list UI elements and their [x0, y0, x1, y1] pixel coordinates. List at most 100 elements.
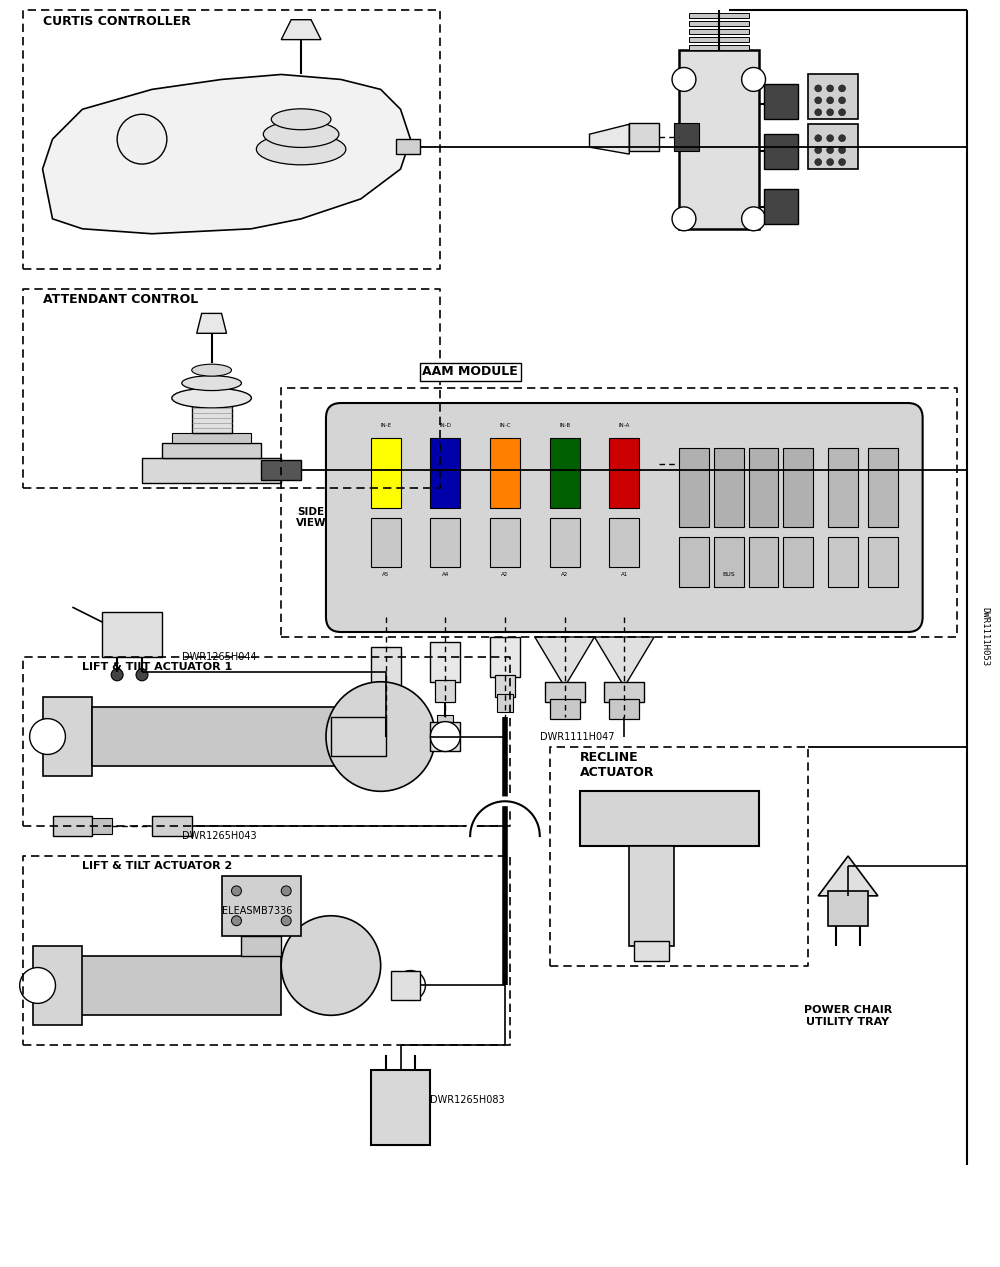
Circle shape [839, 147, 846, 153]
Bar [497, 694, 513, 712]
Bar [689, 20, 749, 25]
Bar [102, 612, 162, 656]
Bar [142, 457, 281, 483]
Circle shape [827, 96, 834, 104]
Polygon shape [818, 856, 878, 896]
Circle shape [430, 722, 460, 751]
Bar [764, 134, 798, 169]
Bar [714, 447, 744, 527]
Bar [490, 438, 520, 508]
Polygon shape [590, 452, 629, 483]
Ellipse shape [182, 375, 241, 390]
Text: A4: A4 [442, 573, 449, 578]
Bar [609, 698, 639, 718]
Bar [396, 139, 420, 155]
Bar [609, 517, 639, 568]
Bar [545, 682, 585, 702]
Bar [764, 85, 798, 119]
Bar [430, 438, 460, 508]
Circle shape [815, 109, 822, 115]
Bar [241, 935, 281, 955]
Circle shape [815, 85, 822, 92]
Text: IN-D: IN-D [439, 423, 451, 428]
Circle shape [827, 147, 834, 153]
Text: LIFT & TILT ACTUATOR 2: LIFT & TILT ACTUATOR 2 [82, 862, 233, 870]
Text: ELEASMB7336: ELEASMB7336 [222, 906, 292, 916]
Bar [634, 940, 669, 960]
Text: LIFT & TILT ACTUATOR 1: LIFT & TILT ACTUATOR 1 [82, 661, 233, 672]
Bar [92, 707, 341, 767]
Circle shape [839, 85, 846, 92]
Circle shape [839, 109, 846, 115]
Bar [52, 816, 92, 836]
Bar [749, 447, 778, 527]
Circle shape [742, 207, 766, 231]
Bar [550, 517, 580, 568]
Polygon shape [281, 20, 321, 39]
Text: DWR1111H053: DWR1111H053 [981, 607, 990, 666]
Bar [828, 447, 858, 527]
Bar [371, 438, 401, 508]
Circle shape [396, 971, 425, 1001]
Ellipse shape [263, 120, 339, 147]
Bar [580, 792, 759, 846]
Bar [868, 447, 898, 527]
Circle shape [136, 669, 148, 680]
Text: DWR1265H044: DWR1265H044 [182, 653, 256, 661]
Circle shape [815, 96, 822, 104]
Bar [371, 517, 401, 568]
Circle shape [672, 67, 696, 91]
Ellipse shape [192, 364, 232, 376]
FancyBboxPatch shape [326, 403, 923, 632]
Bar [689, 37, 749, 42]
Polygon shape [535, 637, 594, 687]
Bar [331, 717, 386, 756]
Text: IN-A: IN-A [619, 423, 630, 428]
Bar [371, 1071, 430, 1145]
Bar [808, 75, 858, 119]
Bar [192, 398, 232, 433]
Bar [172, 433, 251, 443]
Bar [152, 816, 192, 836]
Bar [162, 443, 261, 457]
Text: A1: A1 [621, 573, 628, 578]
Bar [783, 537, 813, 587]
Bar [92, 818, 112, 834]
Circle shape [815, 134, 822, 142]
Bar [43, 955, 281, 1015]
Ellipse shape [271, 109, 331, 129]
Bar [828, 891, 868, 926]
Circle shape [827, 109, 834, 115]
Circle shape [839, 134, 846, 142]
Circle shape [281, 886, 291, 896]
Text: AAM MODULE: AAM MODULE [422, 365, 518, 378]
Bar [495, 675, 515, 697]
Circle shape [30, 718, 65, 754]
Circle shape [815, 147, 822, 153]
Text: POWER CHAIR
UTILITY TRAY: POWER CHAIR UTILITY TRAY [804, 1005, 892, 1028]
Circle shape [827, 134, 834, 142]
Ellipse shape [256, 133, 346, 165]
Circle shape [232, 916, 241, 926]
Circle shape [117, 114, 167, 163]
Circle shape [111, 669, 123, 680]
Circle shape [827, 158, 834, 166]
Text: RECLINE
ACTUATOR: RECLINE ACTUATOR [580, 751, 654, 779]
Bar [828, 537, 858, 587]
Bar [430, 722, 460, 751]
Polygon shape [43, 75, 411, 233]
Circle shape [232, 886, 241, 896]
Polygon shape [590, 124, 629, 155]
Bar [435, 680, 455, 702]
Bar [629, 450, 659, 478]
Bar [604, 682, 644, 702]
Bar [689, 13, 749, 18]
Bar [33, 945, 82, 1025]
Bar [749, 537, 778, 587]
Bar [714, 537, 744, 587]
Bar [437, 715, 453, 726]
Text: A2: A2 [561, 573, 568, 578]
Bar [391, 971, 420, 1001]
Bar [629, 123, 659, 151]
Circle shape [20, 968, 55, 1003]
